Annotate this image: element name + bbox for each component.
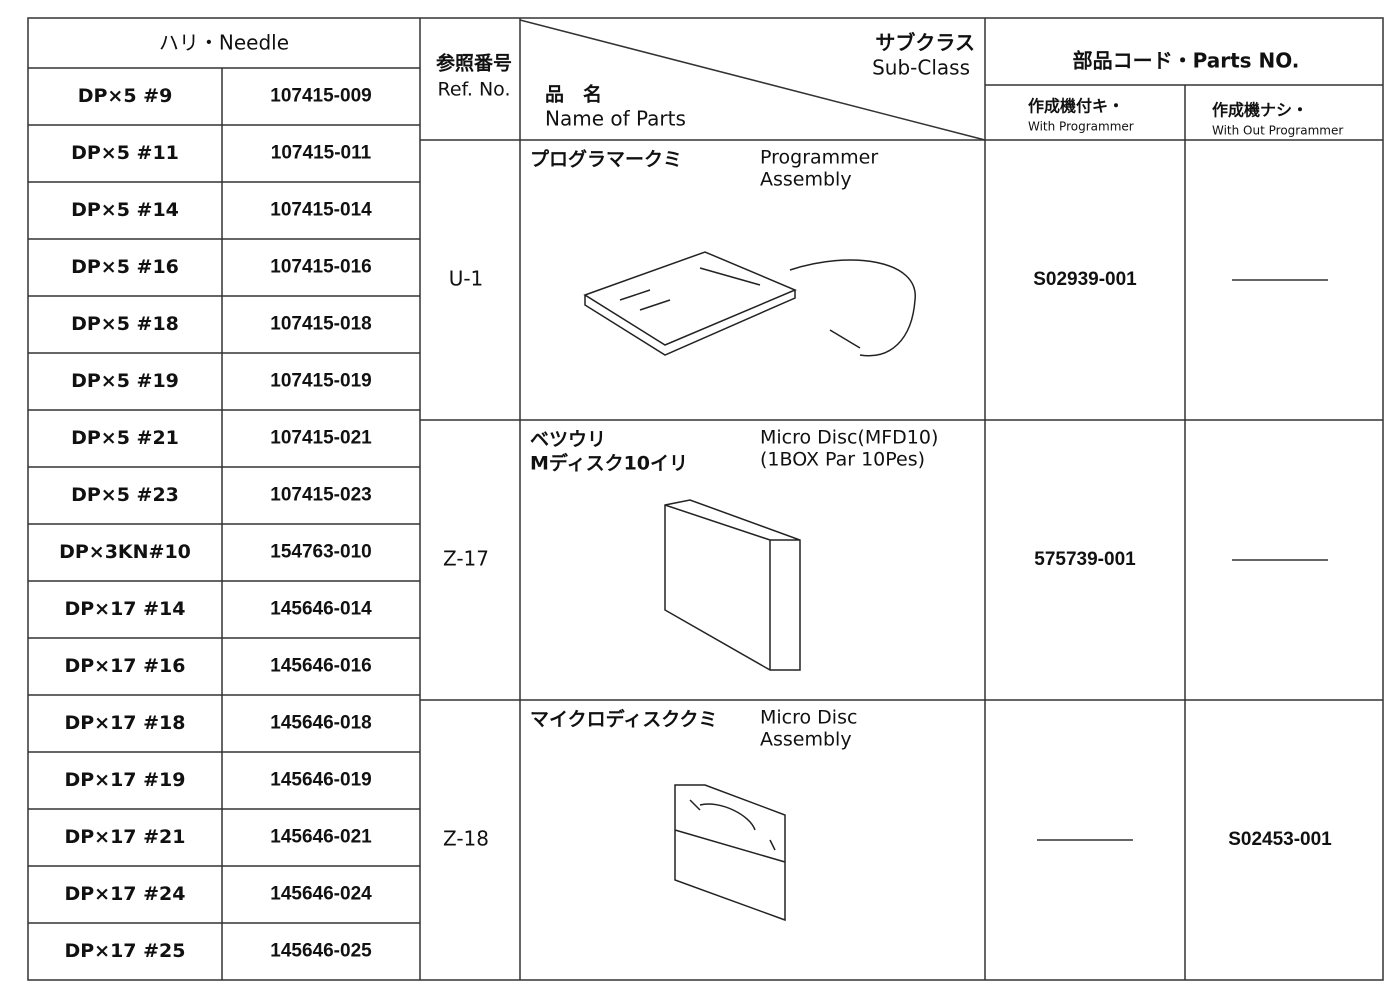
- needle-name: DP×17 #25: [64, 940, 185, 962]
- needle-code: 145646-025: [270, 941, 372, 962]
- header-text: Ref. No.: [438, 79, 511, 101]
- needle-code: 107415-014: [270, 200, 372, 221]
- part-name-jp: Mディスク10イリ: [530, 452, 688, 475]
- needle-name: DP×5 #11: [71, 142, 179, 164]
- part-name-en: Programmer: [760, 147, 878, 169]
- part-name-jp: マイクロディスククミ: [530, 708, 718, 731]
- needle-name: DP×17 #16: [64, 655, 185, 677]
- needle-name: DP×5 #16: [71, 256, 179, 278]
- needle-name: DP×17 #24: [64, 883, 185, 905]
- needle-name: DP×5 #18: [71, 313, 179, 335]
- needle-code: 154763-010: [270, 542, 371, 563]
- part-name-en: (1BOX Par 10Pes): [760, 449, 925, 471]
- part-name-en: Assembly: [760, 729, 852, 751]
- header-text: 参照番号: [436, 52, 512, 75]
- part-name-jp: プログラマークミ: [530, 148, 682, 171]
- part-code: S02939-001: [1033, 269, 1137, 290]
- needle-code: 107415-019: [270, 371, 371, 392]
- programmer-illustration: [583, 251, 916, 357]
- grid-lines: [27, 17, 1384, 981]
- needle-code: 145646-024: [270, 884, 372, 905]
- header-text: Sub-Class: [872, 56, 970, 80]
- needle-code: 145646-016: [270, 656, 371, 677]
- needle-code: 145646-018: [270, 713, 371, 734]
- part-name-jp: ベツウリ: [530, 429, 606, 451]
- needle-name: DP×17 #14: [64, 598, 185, 620]
- disk-holder-illustration: [674, 784, 786, 922]
- part-name-en: Assembly: [760, 169, 852, 191]
- needle-name: DP×5 #9: [78, 85, 173, 107]
- ref-no: Z-17: [443, 547, 489, 571]
- part-code: S02453-001: [1228, 829, 1332, 850]
- header-text: サブクラス: [875, 31, 975, 55]
- needle-name: DP×17 #21: [64, 826, 185, 848]
- ref-no: U-1: [449, 267, 484, 291]
- header-text: 作成機ナシ・: [1212, 101, 1308, 120]
- content: ハリ・Needle DP×5 #9 107415-009 DP×5 #11 107415…: [28, 31, 1343, 962]
- needle-name: DP×5 #21: [71, 427, 179, 449]
- ref-no: Z-18: [443, 827, 489, 851]
- header-text: 部品コード・Parts NO.: [1073, 49, 1300, 73]
- needle-name: DP×5 #14: [71, 199, 179, 221]
- needle-code: 107415-016: [270, 257, 371, 278]
- needle-name: DP×17 #18: [64, 712, 185, 734]
- needle-name: DP×3KN#10: [59, 541, 191, 563]
- needle-code: 107415-023: [270, 485, 371, 506]
- needle-code: 107415-009: [270, 86, 371, 107]
- needle-code: 107415-011: [271, 143, 372, 164]
- needle-code: 145646-014: [270, 599, 372, 620]
- needle-code: 145646-021: [270, 827, 372, 848]
- part-name-en: Micro Disc: [760, 707, 857, 729]
- header-text: Name of Parts: [545, 107, 686, 131]
- needle-code: 107415-018: [270, 314, 371, 335]
- needle-name: DP×17 #19: [64, 769, 185, 791]
- header-text: 品 名: [545, 83, 602, 106]
- needle-name: DP×5 #23: [71, 484, 179, 506]
- header-text: With Programmer: [1028, 120, 1134, 134]
- needle-code: 107415-021: [270, 428, 372, 449]
- needle-code: 145646-019: [270, 770, 371, 791]
- disk-box-illustration: [664, 499, 801, 671]
- part-code: 575739-001: [1034, 549, 1136, 570]
- header-text: With Out Programmer: [1212, 124, 1343, 138]
- needle-name: DP×5 #19: [71, 370, 179, 392]
- part-name-en: Micro Disc(MFD10): [760, 427, 938, 449]
- illustrations: [583, 251, 916, 922]
- needle-title: ハリ・Needle: [159, 31, 289, 55]
- header-text: 作成機付キ・: [1028, 97, 1124, 116]
